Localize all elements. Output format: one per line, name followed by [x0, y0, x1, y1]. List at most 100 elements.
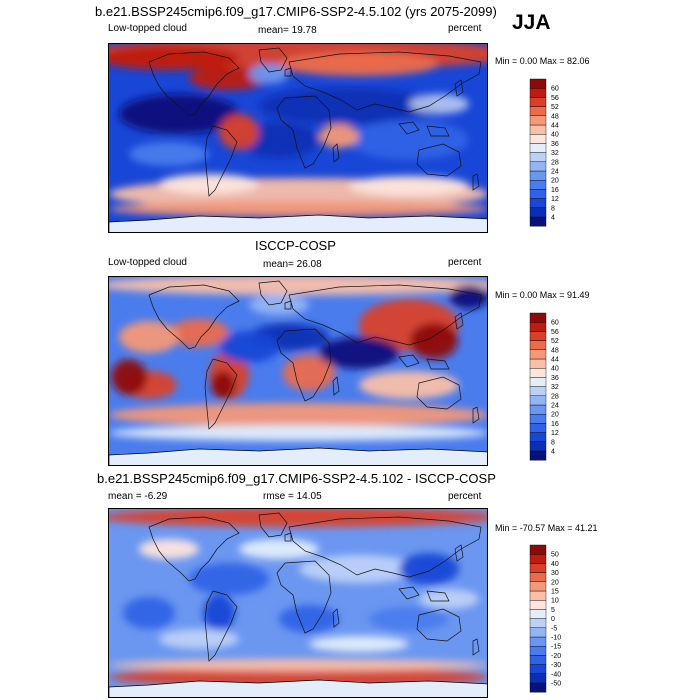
- field-region: [309, 636, 409, 652]
- colorbar-tick-label: 44: [551, 357, 559, 364]
- colorbar-tick-label: 36: [551, 375, 559, 382]
- colorbar-box: [529, 645, 547, 656]
- coastline: [454, 79, 464, 97]
- colorbar-box: [529, 655, 547, 665]
- coastline: [288, 51, 482, 113]
- field-region: [349, 120, 469, 160]
- panel1-title: b.e21.BSSP245cmip6.f09_g17.CMIP6-SSP2-4.…: [95, 4, 497, 19]
- colorbar-box: [529, 216, 547, 227]
- colorbar-box: [529, 544, 547, 555]
- field-region: [109, 659, 487, 671]
- coastline: [148, 284, 240, 350]
- coastline: [204, 358, 238, 430]
- panel3-rmse: rmse = 14.05: [263, 491, 322, 502]
- field-region: [239, 539, 319, 559]
- coastline: [472, 406, 480, 424]
- colorbar-tick-label: 40: [551, 561, 559, 568]
- panel3-map: [108, 508, 488, 698]
- panel3-minmax: Min = -70.57 Max = 41.21: [495, 523, 598, 533]
- field-region: [203, 595, 235, 631]
- field-region: [119, 321, 179, 353]
- coastline: [258, 512, 288, 538]
- colorbar-tick-label: 56: [551, 329, 559, 336]
- field-region: [319, 337, 399, 369]
- colorbar-box: [529, 152, 547, 162]
- field-region: [279, 605, 339, 633]
- coastline: [332, 608, 340, 628]
- antarctica: [109, 679, 487, 697]
- colorbar-box: [529, 170, 547, 181]
- colorbar-box: [529, 563, 547, 573]
- field-region: [369, 607, 449, 631]
- coastline: [426, 590, 450, 602]
- colorbar-tick-label: 10: [551, 598, 559, 605]
- panel3-units: percent: [448, 491, 482, 502]
- colorbar-box: [529, 124, 547, 135]
- colorbar-tick-label: 60: [551, 320, 559, 327]
- coastline: [398, 121, 420, 135]
- field-region: [109, 201, 487, 217]
- coastline: [284, 300, 292, 310]
- colorbar-box: [529, 386, 547, 396]
- colorbar-tick-label: 56: [551, 95, 559, 102]
- coastline: [332, 143, 340, 163]
- coastline: [204, 590, 238, 662]
- field-region: [419, 589, 479, 609]
- colorbar-box: [529, 413, 547, 424]
- colorbar-tick-label: -50: [551, 681, 561, 688]
- coastline: [454, 312, 464, 330]
- coastline: [416, 376, 462, 410]
- colorbar-tick-label: 52: [551, 104, 559, 111]
- field-region: [279, 52, 439, 76]
- colorbar-box: [529, 143, 547, 153]
- field-region: [169, 319, 229, 347]
- field-region: [189, 66, 269, 90]
- field-region: [249, 64, 289, 84]
- colorbar-box: [529, 682, 547, 693]
- colorbar-box: [529, 609, 547, 619]
- colorbar-tick-label: 60: [551, 86, 559, 93]
- colorbar-tick-label: 12: [551, 430, 559, 437]
- colorbar-tick-label: 44: [551, 123, 559, 130]
- coastline: [258, 280, 288, 306]
- field-region: [109, 277, 487, 295]
- colorbar-box: [529, 189, 547, 199]
- field-region: [129, 142, 209, 166]
- colorbar-tick-label: -30: [551, 662, 561, 669]
- coastline: [148, 51, 240, 117]
- colorbar-box: [529, 161, 547, 172]
- coastline: [454, 544, 464, 562]
- colorbar-tick-label: 20: [551, 178, 559, 185]
- colorbar-tick-label: 15: [551, 589, 559, 596]
- field-region: [249, 295, 309, 315]
- panel2-colorbar: 4 8 12 16 20 24 28 32 36 40 44 48 52 56 60: [529, 312, 559, 461]
- colorbar-tick-label: 4: [551, 215, 555, 222]
- colorbar-box: [529, 331, 547, 341]
- colorbar-tick-label: 50: [551, 552, 559, 559]
- panel1-units: percent: [448, 23, 482, 34]
- colorbar-box: [529, 441, 547, 452]
- colorbar-tick-label: -15: [551, 644, 561, 651]
- colorbar-box: [529, 198, 547, 208]
- colorbar-box: [529, 179, 547, 190]
- colorbar-box: [529, 349, 547, 360]
- colorbar-box: [529, 115, 547, 126]
- coastline: [416, 143, 462, 177]
- colorbar-box: [529, 321, 547, 332]
- colorbar-tick-label: 32: [551, 384, 559, 391]
- colorbar-tick-label: 48: [551, 347, 559, 354]
- field-region: [239, 122, 319, 158]
- colorbar-tick-label: 24: [551, 403, 559, 410]
- panel3-title: b.e21.BSSP245cmip6.f09_g17.CMIP6-SSP2-4.…: [97, 471, 496, 486]
- colorbar-tick-label: 4: [551, 449, 555, 456]
- colorbar-box: [529, 377, 547, 387]
- coastline: [258, 47, 288, 73]
- coastline: [416, 608, 462, 642]
- field-region: [109, 46, 239, 70]
- field-region: [349, 176, 469, 196]
- field-region: [109, 509, 487, 527]
- colorbar-tick-label: 36: [551, 141, 559, 148]
- panel1-mean: mean= 19.78: [258, 25, 317, 36]
- colorbar-box: [529, 600, 547, 610]
- coastline: [426, 125, 450, 137]
